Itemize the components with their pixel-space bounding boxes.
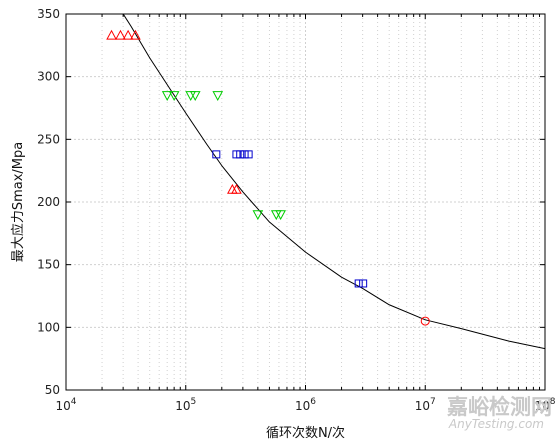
watermark-subtext: AnyTesting.com bbox=[448, 417, 544, 431]
y-tick-label: 200 bbox=[37, 195, 60, 209]
x-axis-title: 循环次数N/次 bbox=[266, 425, 345, 441]
square-marker bbox=[359, 279, 368, 288]
y-tick-label: 150 bbox=[37, 258, 60, 272]
watermark-text: 嘉峪检测网 bbox=[447, 395, 552, 419]
square-marker bbox=[244, 150, 253, 159]
grid bbox=[66, 14, 545, 390]
tick-labels: 50 100 150 200 250 300 350 104 105 106 107 108 bbox=[37, 7, 556, 413]
fit-curve bbox=[122, 14, 545, 350]
x-tick-label: 107 bbox=[415, 397, 436, 413]
triangle-up-marker bbox=[106, 29, 117, 40]
square-marker bbox=[240, 150, 249, 159]
triangle-up-marker bbox=[231, 183, 242, 194]
y-axis-title: 最大应力Smax/Mpa bbox=[10, 142, 26, 262]
triangle-up-marker bbox=[122, 29, 134, 40]
square-marker bbox=[212, 150, 221, 159]
axis-ticks bbox=[65, 13, 546, 391]
y-tick-label: 350 bbox=[37, 7, 60, 21]
x-tick-label: 105 bbox=[175, 397, 196, 413]
square-marker bbox=[354, 279, 363, 288]
fit-curve-group bbox=[122, 14, 545, 350]
triangle-down-marker bbox=[252, 210, 264, 221]
triangle-down-marker bbox=[212, 91, 224, 102]
triangle-down-marker bbox=[161, 91, 173, 102]
square-marker bbox=[236, 150, 245, 159]
circle-marker bbox=[420, 316, 430, 326]
y-tick-label: 250 bbox=[37, 132, 60, 146]
y-tick-label: 100 bbox=[37, 320, 60, 334]
x-tick-label: 104 bbox=[55, 397, 76, 413]
x-tick-label: 106 bbox=[295, 397, 316, 413]
triangle-up-marker bbox=[130, 29, 141, 40]
triangle-down-marker bbox=[275, 210, 286, 221]
data-points bbox=[106, 29, 430, 326]
watermark: 嘉峪检测网 AnyTesting.com bbox=[447, 395, 552, 431]
triangle-down-marker bbox=[168, 91, 180, 102]
y-tick-label: 300 bbox=[37, 70, 60, 84]
y-tick-label: 50 bbox=[45, 383, 60, 397]
triangle-up-marker bbox=[115, 29, 126, 40]
x-tick-label: 108 bbox=[534, 397, 555, 413]
triangle-down-marker bbox=[189, 91, 201, 102]
